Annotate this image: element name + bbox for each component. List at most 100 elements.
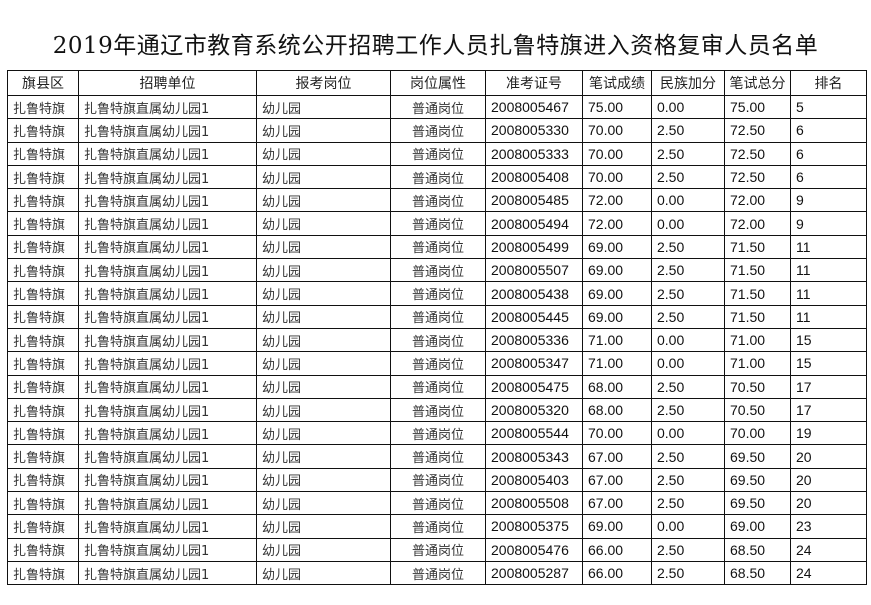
cell-exam-id: 2008005336 [485,327,583,353]
cell-total-score: 72.00 [724,188,791,213]
cell-position: 幼儿园 [256,374,391,399]
cell-total-score: 71.50 [724,281,791,306]
cell-total-score: 69.50 [724,444,791,469]
cell-exam-id: 2008005544 [485,421,583,446]
cell-exam-id: 2008005485 [485,188,583,213]
cell-recruiting-unit: 扎鲁特旗直属幼儿园1 [78,374,257,399]
cell-county: 扎鲁特旗 [7,351,79,376]
header-rank: 排名 [790,70,867,96]
table-row: 扎鲁特旗 扎鲁特旗直属幼儿园1 幼儿园 普通岗位 2008005343 67.00 2.50… [7,444,867,469]
cell-county: 扎鲁特旗 [7,211,79,236]
cell-total-score: 68.50 [724,537,791,562]
cell-position: 幼儿园 [256,118,391,143]
cell-written-score: 75.00 [582,94,652,120]
cell-position-type: 普通岗位 [390,258,486,283]
cell-position-type: 普通岗位 [390,118,486,143]
table-row: 扎鲁特旗 扎鲁特旗直属幼儿园1 幼儿园 普通岗位 2008005475 68.00 2.50… [7,374,867,399]
cell-written-score: 68.00 [582,397,652,423]
cell-total-score: 72.50 [724,141,791,166]
cell-total-score: 72.50 [724,118,791,143]
table-row: 扎鲁特旗 扎鲁特旗直属幼儿园1 幼儿园 普通岗位 2008005408 70.00 2.50… [7,164,867,190]
table-row: 扎鲁特旗 扎鲁特旗直属幼儿园1 幼儿园 普通岗位 2008005485 72.00 0.00… [7,188,867,213]
cell-exam-id: 2008005438 [485,281,583,306]
cell-county: 扎鲁特旗 [7,421,79,446]
cell-rank: 11 [790,304,867,329]
cell-ethnic-bonus: 0.00 [651,514,725,539]
cell-exam-id: 2008005508 [485,491,583,516]
cell-total-score: 69.50 [724,467,791,493]
cell-county: 扎鲁特旗 [7,188,79,213]
cell-county: 扎鲁特旗 [7,467,79,493]
cell-position: 幼儿园 [256,514,391,539]
cell-ethnic-bonus: 2.50 [651,467,725,493]
cell-exam-id: 2008005330 [485,118,583,143]
cell-exam-id: 2008005445 [485,304,583,329]
cell-written-score: 69.00 [582,514,652,539]
cell-written-score: 66.00 [582,537,652,562]
cell-ethnic-bonus: 2.50 [651,141,725,166]
cell-recruiting-unit: 扎鲁特旗直属幼儿园1 [78,467,257,493]
cell-rank: 20 [790,444,867,469]
cell-position: 幼儿园 [256,351,391,376]
table-row: 扎鲁特旗 扎鲁特旗直属幼儿园1 幼儿园 普通岗位 2008005499 69.00 2.50… [7,234,867,260]
cell-position-type: 普通岗位 [390,374,486,399]
table-row: 扎鲁特旗 扎鲁特旗直属幼儿园1 幼儿园 普通岗位 2008005508 67.00 2.50… [7,491,867,516]
header-position-type: 岗位属性 [390,70,486,96]
cell-county: 扎鲁特旗 [7,164,79,190]
cell-recruiting-unit: 扎鲁特旗直属幼儿园1 [78,281,257,306]
cell-county: 扎鲁特旗 [7,491,79,516]
cell-ethnic-bonus: 0.00 [651,188,725,213]
cell-rank: 15 [790,327,867,353]
cell-rank: 6 [790,118,867,143]
cell-position-type: 普通岗位 [390,234,486,260]
cell-total-score: 68.50 [724,560,791,586]
candidate-table: 旗县区 招聘单位 报考岗位 岗位属性 准考证号 笔试成绩 民族加分 笔试总分 排名 扎鲁特旗 扎鲁… [7,70,867,586]
cell-county: 扎鲁特旗 [7,281,79,306]
cell-rank: 11 [790,281,867,306]
cell-rank: 24 [790,537,867,562]
cell-position: 幼儿园 [256,94,391,120]
cell-county: 扎鲁特旗 [7,397,79,423]
cell-exam-id: 2008005333 [485,141,583,166]
cell-rank: 5 [790,94,867,120]
cell-recruiting-unit: 扎鲁特旗直属幼儿园1 [78,164,257,190]
document-title: 2019年通辽市教育系统公开招聘工作人员扎鲁特旗进入资格复审人员名单 [52,33,819,59]
cell-ethnic-bonus: 2.50 [651,281,725,306]
cell-position: 幼儿园 [256,188,391,213]
cell-ethnic-bonus: 2.50 [651,304,725,329]
cell-county: 扎鲁特旗 [7,514,79,539]
cell-county: 扎鲁特旗 [7,537,79,562]
cell-exam-id: 2008005467 [485,94,583,120]
cell-total-score: 71.00 [724,327,791,353]
cell-recruiting-unit: 扎鲁特旗直属幼儿园1 [78,537,257,562]
header-ethnic-bonus: 民族加分 [651,70,725,96]
cell-rank: 6 [790,141,867,166]
cell-ethnic-bonus: 2.50 [651,537,725,562]
cell-rank: 20 [790,467,867,493]
cell-total-score: 71.50 [724,234,791,260]
table-row: 扎鲁特旗 扎鲁特旗直属幼儿园1 幼儿园 普通岗位 2008005336 71.00 0.00… [7,327,867,353]
cell-exam-id: 2008005347 [485,351,583,376]
cell-ethnic-bonus: 2.50 [651,444,725,469]
cell-position: 幼儿园 [256,444,391,469]
cell-position: 幼儿园 [256,281,391,306]
cell-recruiting-unit: 扎鲁特旗直属幼儿园1 [78,188,257,213]
cell-position: 幼儿园 [256,560,391,586]
cell-recruiting-unit: 扎鲁特旗直属幼儿园1 [78,351,257,376]
cell-total-score: 70.00 [724,421,791,446]
table-row: 扎鲁特旗 扎鲁特旗直属幼儿园1 幼儿园 普通岗位 2008005476 66.00 2.50… [7,537,867,562]
cell-position-type: 普通岗位 [390,444,486,469]
header-row: 旗县区 招聘单位 报考岗位 岗位属性 准考证号 笔试成绩 民族加分 笔试总分 排名 [7,70,867,96]
cell-written-score: 72.00 [582,211,652,236]
cell-position-type: 普通岗位 [390,351,486,376]
cell-recruiting-unit: 扎鲁特旗直属幼儿园1 [78,234,257,260]
cell-rank: 19 [790,421,867,446]
cell-county: 扎鲁特旗 [7,374,79,399]
cell-rank: 23 [790,514,867,539]
cell-written-score: 69.00 [582,304,652,329]
table-row: 扎鲁特旗 扎鲁特旗直属幼儿园1 幼儿园 普通岗位 2008005333 70.00 2.50… [7,141,867,166]
cell-position-type: 普通岗位 [390,141,486,166]
cell-position-type: 普通岗位 [390,491,486,516]
cell-rank: 17 [790,374,867,399]
cell-county: 扎鲁特旗 [7,327,79,353]
